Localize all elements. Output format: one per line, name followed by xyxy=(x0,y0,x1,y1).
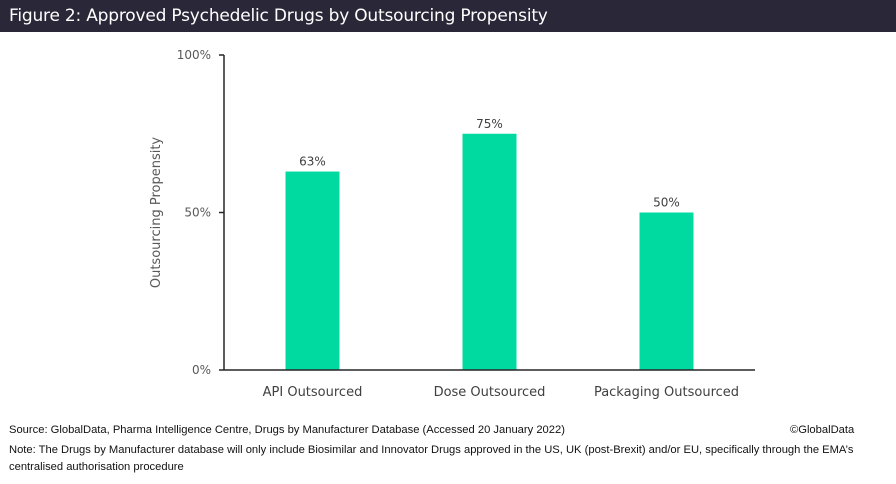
data-label: 50% xyxy=(653,196,680,210)
bar xyxy=(462,133,517,370)
data-label: 63% xyxy=(299,155,326,169)
y-axis-ticks: 0% 50% 100% xyxy=(177,48,224,377)
category-label: Dose Outsourced xyxy=(434,385,546,400)
data-labels: 63% 75% 50% xyxy=(299,117,680,210)
bar xyxy=(285,171,340,370)
figure-header: Figure 2: Approved Psychedelic Drugs by … xyxy=(0,0,896,32)
copyright: ©GlobalData xyxy=(790,424,855,436)
y-tick-label: 0% xyxy=(192,363,211,377)
source-note: Source: GlobalData, Pharma Intelligence … xyxy=(9,424,565,436)
note-line-2: centralised authorisation procedure xyxy=(9,461,184,473)
y-tick-label: 100% xyxy=(177,48,211,62)
note-line-1: Note: The Drugs by Manufacturer database… xyxy=(9,444,854,456)
category-label: API Outsourced xyxy=(263,385,363,400)
y-axis-title: Outsourcing Propensity xyxy=(149,137,164,289)
bars xyxy=(285,133,694,370)
x-axis-labels: API Outsourced Dose Outsourced Packaging O… xyxy=(263,385,739,400)
bar xyxy=(639,212,694,370)
y-tick-label: 50% xyxy=(184,206,211,220)
data-label: 75% xyxy=(476,117,503,131)
category-label: Packaging Outsourced xyxy=(594,385,739,400)
bar-chart: 0% 50% 100% 63% 75% 50% API Outsourced Dose O… xyxy=(149,48,755,400)
figure-title: Figure 2: Approved Psychedelic Drugs by … xyxy=(9,6,548,26)
